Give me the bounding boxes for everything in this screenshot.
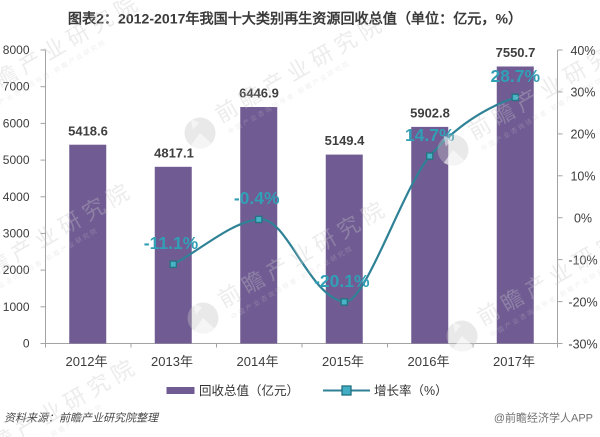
svg-text:0%: 0% xyxy=(574,212,592,226)
svg-text:7550.7: 7550.7 xyxy=(496,45,536,60)
svg-text:-0.4%: -0.4% xyxy=(234,188,280,208)
svg-text:-11.1%: -11.1% xyxy=(144,233,199,253)
svg-text:4817.1: 4817.1 xyxy=(154,145,194,160)
svg-text:5149.4: 5149.4 xyxy=(325,133,366,148)
svg-text:28.7%: 28.7% xyxy=(490,66,540,86)
svg-text:10%: 10% xyxy=(570,170,595,184)
svg-text:6000: 6000 xyxy=(3,116,30,130)
svg-text:5000: 5000 xyxy=(3,153,30,167)
svg-text:@前瞻经济学人APP: @前瞻经济学人APP xyxy=(494,411,593,425)
svg-text:2015年: 2015年 xyxy=(322,354,364,369)
svg-text:2013年: 2013年 xyxy=(151,354,193,369)
svg-text:5902.8: 5902.8 xyxy=(410,106,450,121)
svg-text:增长率（%）: 增长率（%） xyxy=(374,383,448,398)
svg-text:回收总值（亿元）: 回收总值（亿元） xyxy=(199,383,299,398)
svg-text:20%: 20% xyxy=(570,128,595,142)
svg-text:2014年: 2014年 xyxy=(237,354,279,369)
svg-text:图表2：2012-2017年我国十大类别再生资源回收总值（单: 图表2：2012-2017年我国十大类别再生资源回收总值（单位：亿元，%） xyxy=(68,11,522,27)
svg-text:1000: 1000 xyxy=(3,300,30,314)
svg-text:5418.6: 5418.6 xyxy=(68,123,108,138)
svg-text:-20%: -20% xyxy=(568,295,597,309)
svg-text:-30%: -30% xyxy=(568,337,597,351)
svg-text:2012年: 2012年 xyxy=(66,354,108,369)
svg-text:4000: 4000 xyxy=(3,190,30,204)
svg-text:2017年: 2017年 xyxy=(493,354,535,369)
svg-text:0: 0 xyxy=(23,337,30,351)
svg-text:2016年: 2016年 xyxy=(408,354,450,369)
svg-text:-20.1%: -20.1% xyxy=(314,271,370,291)
